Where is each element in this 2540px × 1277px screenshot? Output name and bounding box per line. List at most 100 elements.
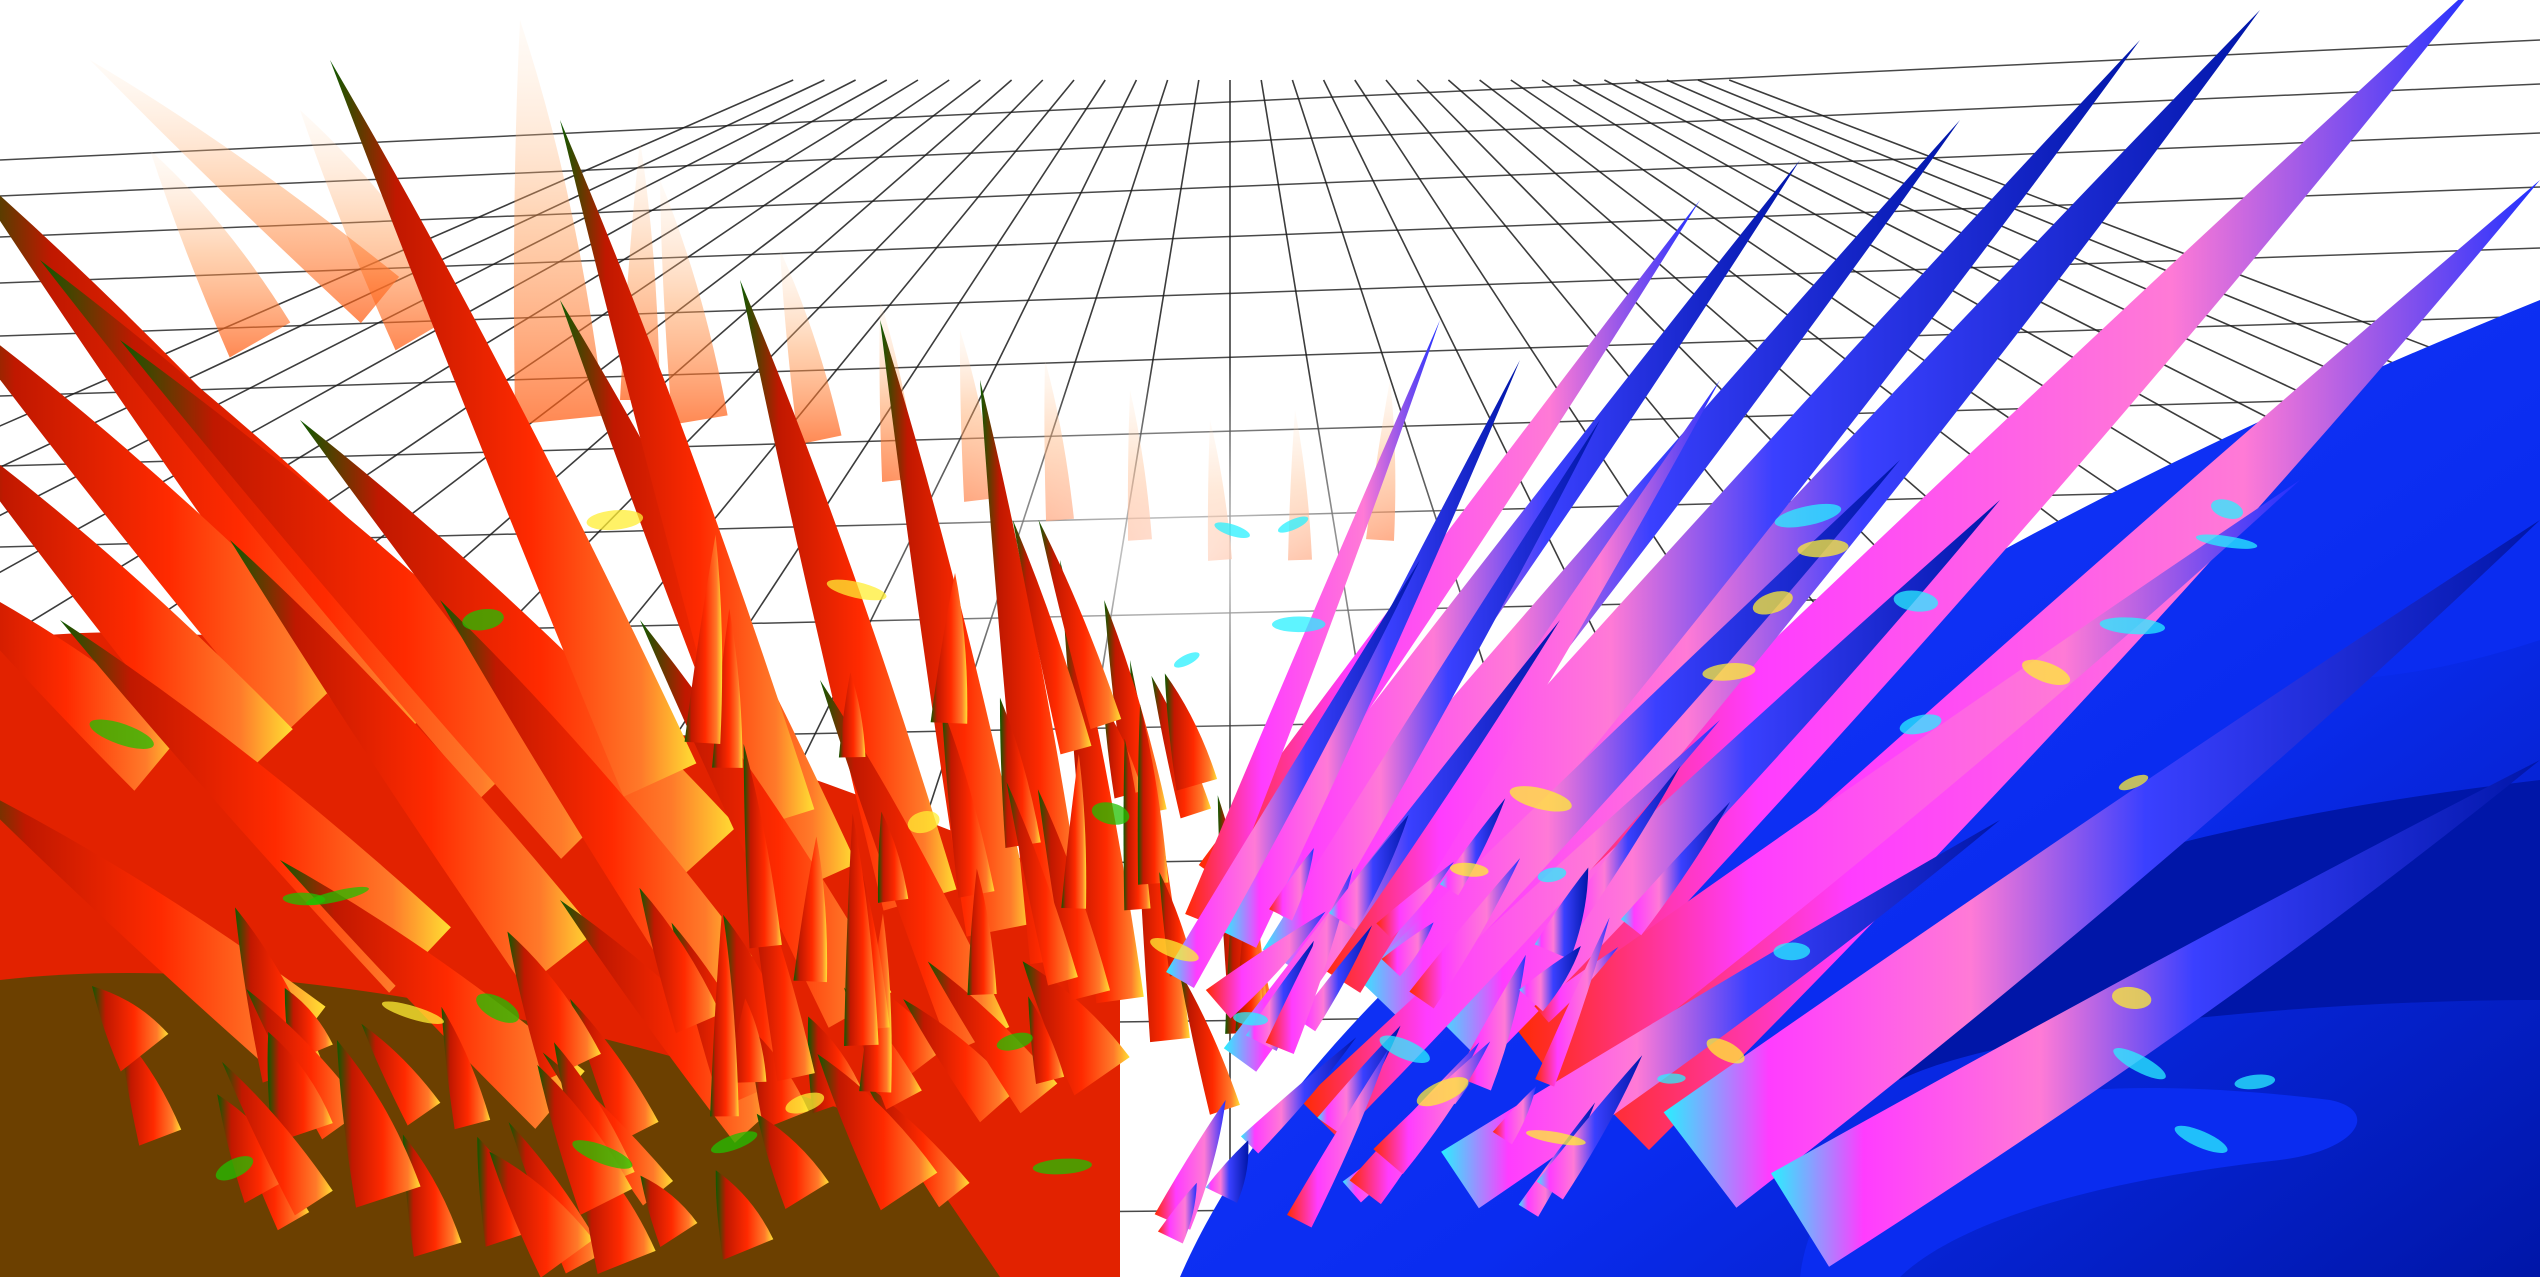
grid-line	[1728, 79, 2540, 391]
red-bump	[246, 989, 364, 1140]
red-bump	[639, 887, 721, 1034]
highlight-spot	[1032, 1158, 1092, 1175]
blue-spike-small	[1265, 868, 1353, 1055]
red-spike-small	[1137, 704, 1169, 885]
highlight-spot	[89, 719, 154, 749]
blue-spike-small	[1620, 801, 1731, 936]
red-spike-small	[684, 534, 723, 745]
blue-spike	[1319, 380, 1720, 993]
red-bump	[817, 1053, 938, 1211]
highlight-spot	[215, 1156, 254, 1181]
highlight-spot	[1899, 714, 1942, 735]
red-spike-small	[1179, 970, 1240, 1115]
highlight-spot	[476, 993, 520, 1023]
highlight-spot	[1752, 591, 1793, 615]
red-bump	[715, 1170, 774, 1260]
red-spike-small	[710, 908, 739, 1117]
highlight-spot	[1379, 1035, 1430, 1064]
grid-line	[0, 79, 950, 725]
grid-line	[1697, 79, 2540, 424]
red-spike	[330, 60, 697, 797]
faded-spike	[780, 250, 842, 445]
highlight-spot	[2211, 499, 2243, 519]
blue-spike-small	[1535, 917, 1610, 1087]
highlight-spot	[1233, 1012, 1269, 1026]
highlight-spot	[2118, 774, 2149, 791]
red-spike	[280, 860, 585, 1129]
red-spike-small	[877, 811, 909, 903]
blue-spike	[1166, 560, 1420, 988]
blue-spike-small	[1297, 925, 1373, 1032]
blue-spike-small	[1376, 861, 1454, 939]
blue-spike-small	[1563, 765, 1681, 926]
blue-spike	[1301, 720, 1720, 1139]
blue-spike	[1513, 480, 2300, 1095]
blue-spike-small	[1492, 1086, 1537, 1145]
highlight-spot	[1774, 503, 1842, 528]
highlight-spot	[1449, 862, 1489, 877]
blue-spike-small	[1381, 922, 1434, 977]
highlight-spot	[2111, 986, 2152, 1009]
faded-spike	[90, 60, 400, 324]
blue-spike-small	[1154, 1100, 1226, 1230]
red-bump	[570, 999, 659, 1143]
red-spike-small	[1006, 782, 1078, 986]
grid-line	[0, 132, 2540, 238]
red-bump	[222, 1061, 333, 1216]
blue-spike-small	[1205, 1140, 1249, 1203]
highlight-spot	[305, 886, 369, 906]
red-spike-small	[729, 998, 767, 1083]
red-spike-small	[743, 743, 782, 949]
highlight-spot	[2113, 1048, 2166, 1080]
red-spike	[0, 800, 326, 1074]
blue-spike-small	[1269, 847, 1314, 921]
highlight-spot	[996, 1032, 1033, 1051]
blue-spike-small	[1205, 911, 1326, 1019]
highlight-spot	[907, 811, 940, 834]
highlight-spot	[1893, 590, 1939, 612]
grid-line	[0, 83, 2540, 197]
red-bump	[92, 986, 169, 1072]
highlight-spot	[710, 1131, 758, 1154]
red-bump	[1022, 961, 1130, 1096]
red-spike-small	[1164, 673, 1218, 791]
red-spike-small	[1028, 996, 1065, 1085]
grid-line	[0, 39, 2540, 161]
highlight-spot	[1702, 663, 1756, 681]
red-spike-small	[930, 572, 968, 724]
red-spike	[440, 600, 753, 1004]
highlight-spot	[1091, 802, 1130, 825]
red-bump	[927, 961, 1058, 1114]
red-spike	[120, 340, 639, 859]
highlight-spot	[1214, 522, 1250, 539]
blue-spike	[1663, 520, 2540, 1208]
highlight-spot	[572, 1140, 633, 1169]
grid-line	[1604, 79, 2540, 557]
highlight-spot	[586, 509, 644, 531]
blue-spike-small	[1287, 1048, 1389, 1228]
red-spike	[0, 464, 293, 791]
red-spike-small	[1012, 519, 1092, 755]
highlight-spot	[1537, 867, 1567, 883]
highlight-spot	[2234, 1074, 2276, 1090]
blue-spike-small	[1157, 1182, 1197, 1244]
highlight-spot	[2195, 534, 2258, 549]
highlight-spot	[2099, 617, 2166, 635]
red-spike-small	[1061, 754, 1087, 909]
red-spike-small	[1038, 519, 1122, 730]
red-bump	[267, 1031, 333, 1144]
red-spike-small	[941, 705, 995, 898]
blue-spike-small	[1240, 1037, 1357, 1154]
red-spike-small	[838, 672, 866, 758]
red-spike	[820, 680, 1010, 1053]
red-bump	[402, 1134, 462, 1257]
red-spike	[0, 345, 357, 735]
blue-spike-small	[1534, 867, 1589, 960]
red-spike-small	[793, 836, 828, 983]
red-bump	[361, 1023, 441, 1126]
red-bump	[441, 1006, 491, 1130]
red-spike-small	[1103, 704, 1143, 799]
red-bump	[640, 1175, 698, 1247]
blue-spike-small	[1536, 1055, 1643, 1200]
red-bump	[866, 1085, 970, 1208]
